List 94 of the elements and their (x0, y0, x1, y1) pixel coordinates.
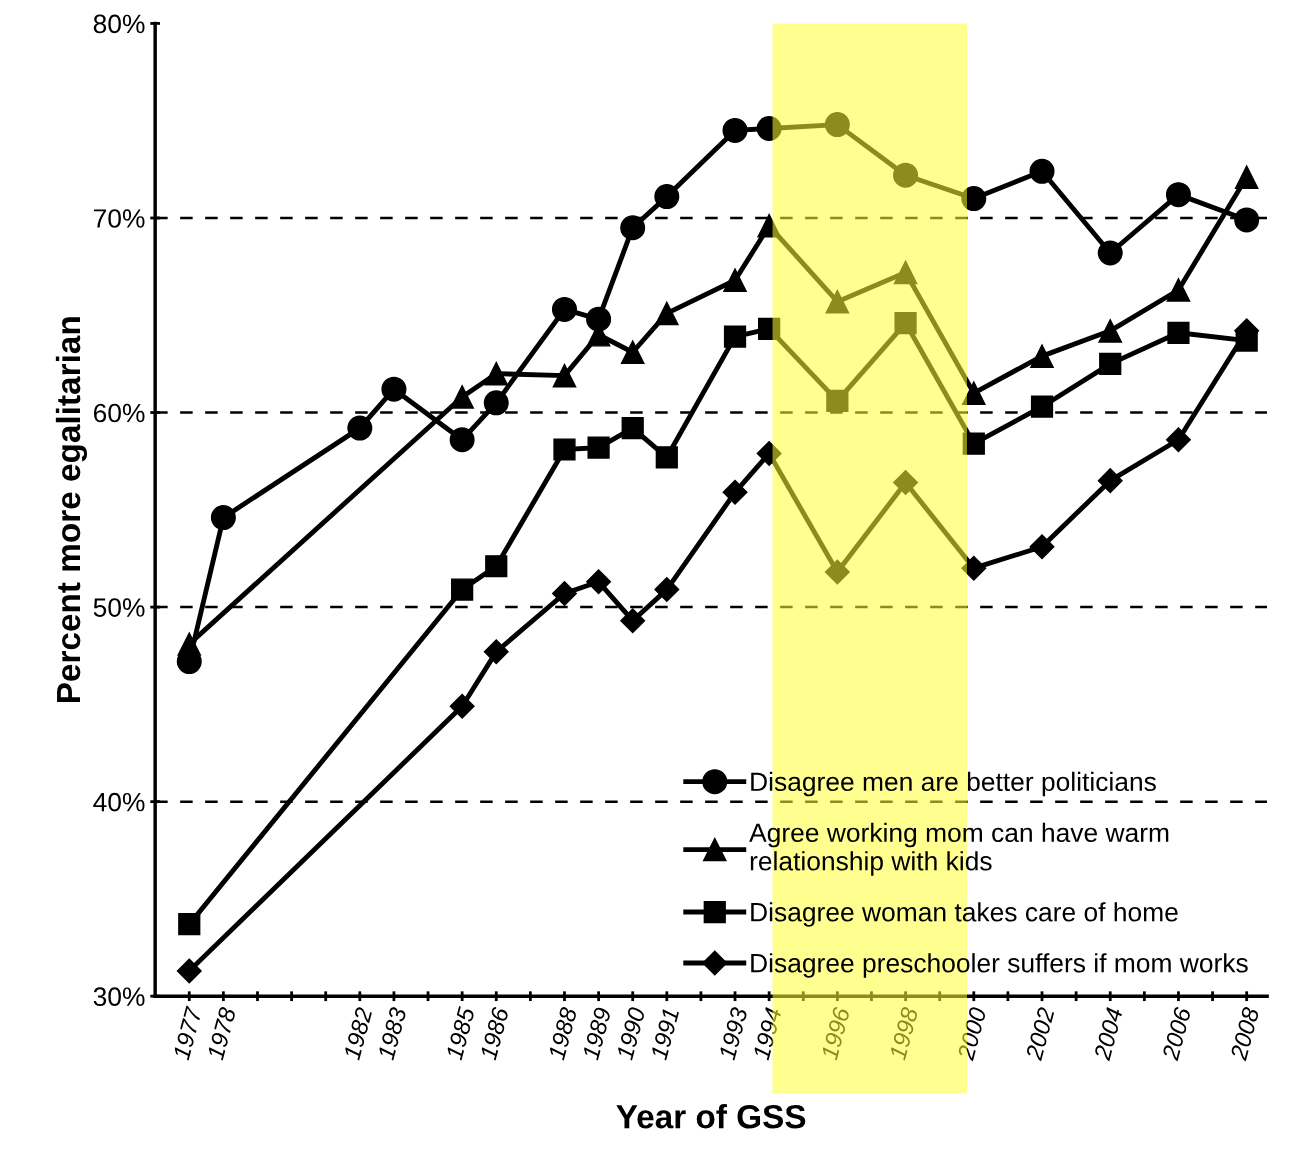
point (1167, 321, 1190, 344)
x-tick-label: 2006 (1161, 1006, 1192, 1062)
point (722, 479, 748, 505)
point (483, 639, 509, 665)
x-tick-label: 1991 (650, 1008, 680, 1061)
point (825, 289, 850, 314)
y-tick-label: 30% (93, 987, 145, 1007)
point (587, 436, 610, 459)
x-tick-label: 1996 (820, 1006, 851, 1061)
x-tick-label: 1988 (547, 1006, 578, 1061)
legend-label: Agree working mom can have warm relationship with kids (749, 822, 1169, 876)
point (962, 432, 985, 455)
point (484, 361, 509, 386)
point (722, 117, 748, 143)
point (824, 559, 850, 585)
point (893, 470, 919, 496)
point (551, 580, 577, 606)
x-tick-label: 1998 (888, 1006, 919, 1061)
x-tick-label: 1982 (343, 1006, 373, 1061)
point (961, 381, 986, 405)
y-tick-label: 70% (93, 209, 145, 228)
point (655, 301, 679, 326)
point (1166, 278, 1191, 302)
point (654, 184, 680, 210)
x-tick-label: 1977 (172, 1005, 203, 1061)
point (654, 577, 680, 603)
x-tick-label: 2002 (1025, 1006, 1055, 1062)
point (586, 569, 612, 595)
x-tick-label: 2000 (956, 1006, 987, 1062)
x-tick-label: 2004 (1093, 1006, 1123, 1062)
point (1099, 352, 1122, 376)
point (1029, 158, 1055, 184)
point (756, 115, 782, 141)
point (1097, 240, 1123, 266)
point (586, 306, 612, 332)
point (723, 325, 747, 348)
point (449, 693, 475, 719)
x-axis-title: Year of GSS (616, 1104, 806, 1129)
point (347, 415, 373, 441)
point (1234, 207, 1260, 233)
point (1165, 182, 1191, 208)
legend-label: Disagree woman takes care of home (751, 902, 1178, 927)
point (757, 213, 781, 238)
point (1029, 534, 1055, 560)
point (552, 363, 577, 388)
y-tick-label: 50% (93, 598, 145, 617)
point (756, 440, 782, 466)
y-tick-label: 80% (93, 14, 145, 34)
point (450, 385, 474, 409)
y-tick-label: 40% (93, 792, 145, 812)
point (826, 389, 849, 412)
legend-label: Disagree men are better politicians (751, 771, 1156, 797)
x-tick-label: 1986 (479, 1006, 510, 1061)
point (620, 340, 645, 365)
point (1030, 395, 1054, 418)
x-tick-label: 2008 (1229, 1006, 1260, 1062)
point (210, 505, 236, 531)
point (485, 555, 508, 578)
point (1098, 319, 1123, 343)
point (961, 186, 987, 212)
point (824, 112, 850, 138)
point (1030, 344, 1054, 368)
point (176, 958, 202, 984)
point (551, 296, 577, 322)
point (893, 162, 919, 188)
point (381, 376, 407, 402)
x-tick-label: 1993 (718, 1006, 748, 1061)
point (1097, 468, 1123, 494)
x-tick-label: 1994 (752, 1006, 782, 1061)
x-tick-label: 1985 (445, 1006, 476, 1061)
x-tick-label: 1978 (206, 1006, 237, 1061)
point (483, 390, 509, 416)
point (553, 438, 576, 461)
point (620, 608, 646, 634)
point (620, 215, 646, 241)
x-tick-label: 1983 (377, 1006, 407, 1061)
legend-label: Disagree preschooler suffers if mom works (751, 953, 1248, 978)
point (451, 578, 474, 601)
point (655, 446, 678, 469)
point (961, 555, 987, 581)
point (449, 427, 475, 453)
point (758, 317, 781, 340)
point (893, 260, 918, 285)
x-tick-label: 1990 (616, 1006, 646, 1061)
point (621, 416, 644, 440)
point (1165, 427, 1191, 453)
x-tick-label: 1989 (581, 1006, 612, 1061)
point (177, 632, 202, 656)
point (178, 913, 201, 936)
y-tick-label: 60% (93, 403, 145, 423)
point (723, 268, 747, 293)
y-axis-title: Percent more egalitarian (55, 317, 88, 703)
point (1234, 165, 1259, 189)
point (894, 311, 917, 335)
